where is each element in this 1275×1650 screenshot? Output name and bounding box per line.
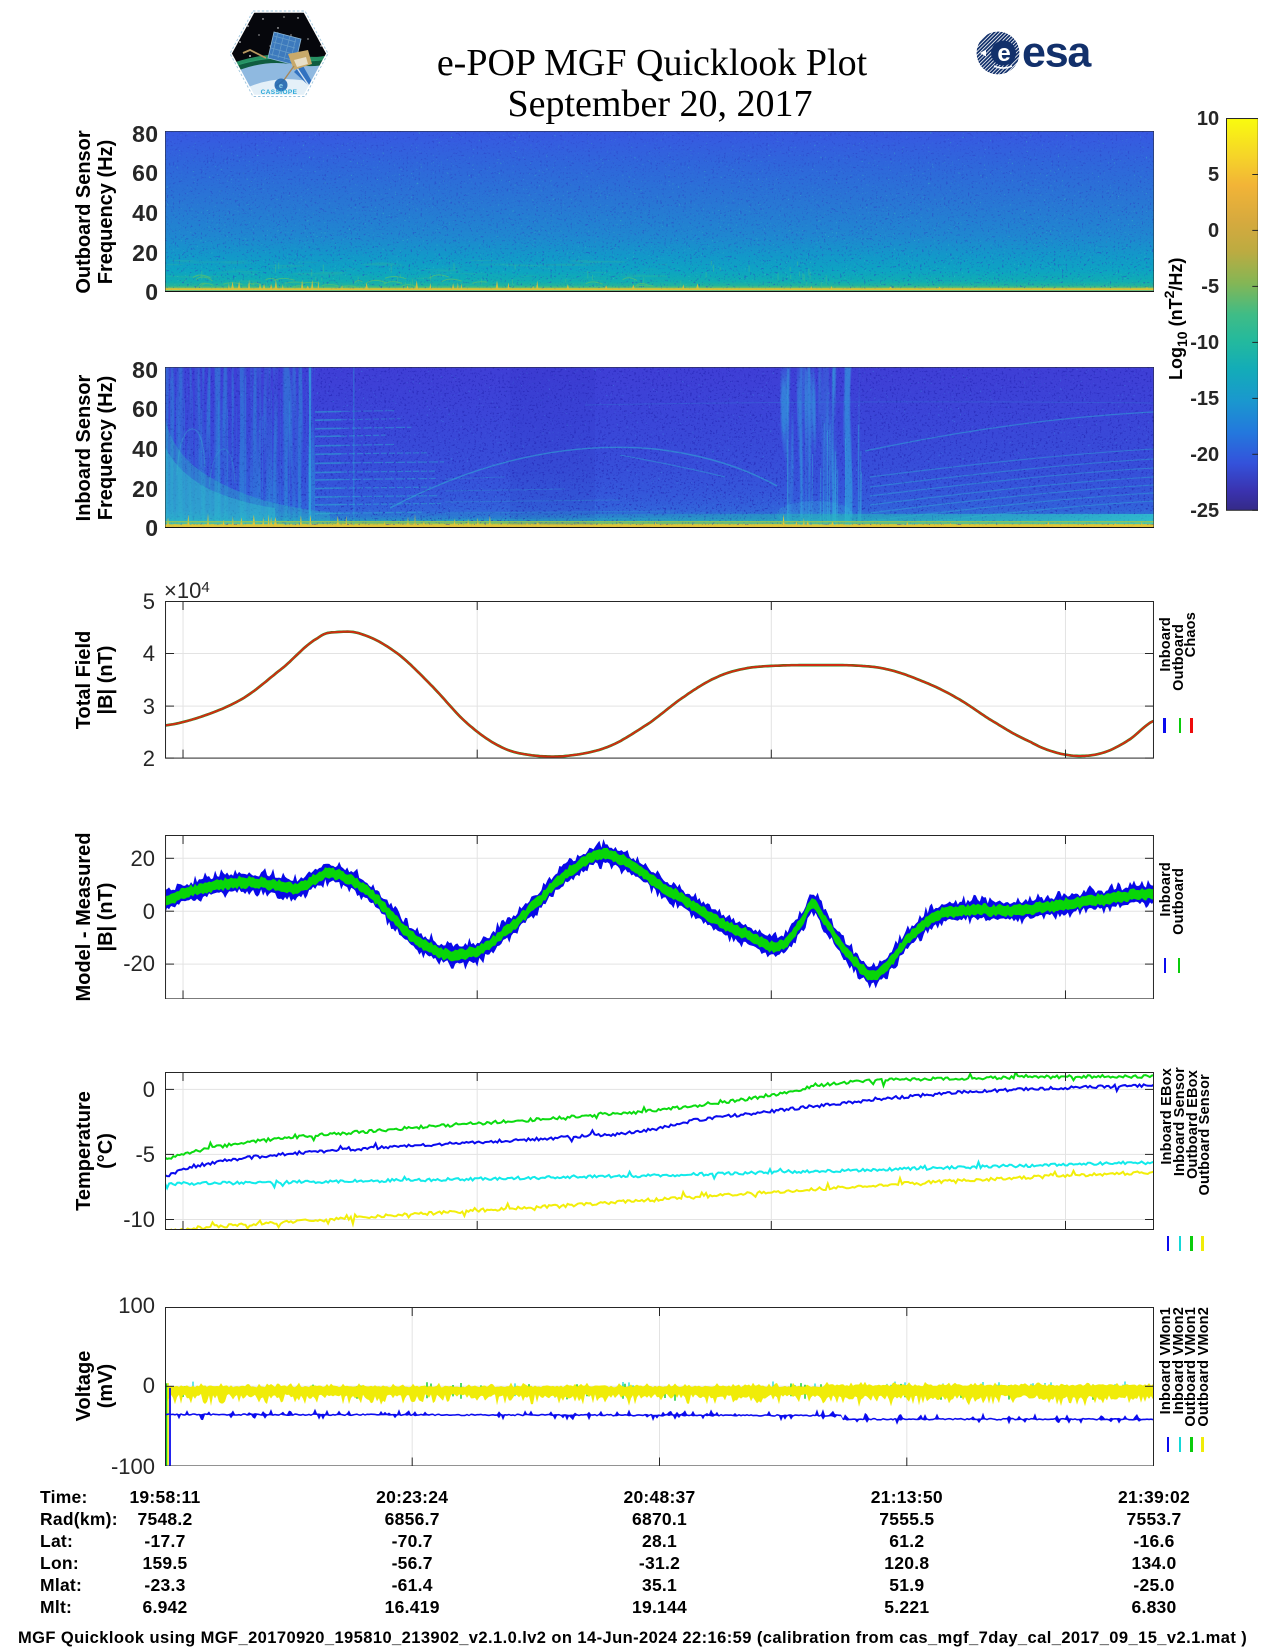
svg-text:e: e [997, 40, 1010, 67]
svg-text:esa: esa [1022, 29, 1092, 77]
svg-text:CASSIOPE: CASSIOPE [261, 89, 298, 96]
svg-text:e: e [279, 81, 283, 90]
